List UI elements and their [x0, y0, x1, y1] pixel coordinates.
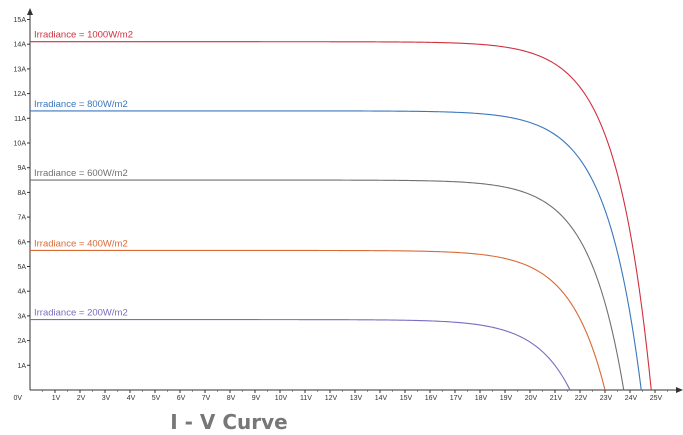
series-line	[30, 110, 642, 391]
series-label: Irradiance = 600W/m2	[34, 168, 128, 179]
x-tick-label: 18V	[475, 395, 488, 402]
x-tick-label: 7V	[202, 395, 211, 402]
x-tick-label: 4V	[127, 395, 136, 402]
series-line	[29, 249, 606, 391]
x-tick-label: 19V	[500, 395, 513, 402]
x-tick-label: 3V	[102, 395, 111, 402]
x-tick-label: 10V	[275, 395, 288, 402]
x-tick-label: 22V	[575, 395, 588, 402]
y-tick-label: 4A	[17, 289, 26, 296]
x-tick-label: 20V	[525, 395, 538, 402]
x-ticks: 0V 1V 2V 3V 4V 5V 6V 7V 8V 9V 10V 11V 12V 13V 14V 15V 16…	[13, 390, 668, 402]
y-tick-label: 10A	[14, 141, 27, 148]
x-tick-label: 1V	[52, 395, 61, 402]
x-tick-label: 25V	[650, 395, 663, 402]
x-tick-label: 16V	[425, 395, 438, 402]
x-tick-label: 5V	[152, 395, 161, 402]
y-tick-label: 15A	[14, 17, 27, 24]
series-line	[30, 319, 571, 391]
y-tick-label: 8A	[17, 190, 26, 197]
x-tick-label: 13V	[350, 395, 363, 402]
x-tick-label: 6V	[177, 395, 186, 402]
series-label: Irradiance = 200W/m2	[34, 308, 128, 319]
chart-title: I - V Curve	[170, 410, 288, 434]
series-label: Irradiance = 400W/m2	[34, 238, 128, 249]
series-line	[30, 41, 652, 391]
series-label: Irradiance = 800W/m2	[34, 99, 128, 110]
x-tick-label: 15V	[400, 395, 413, 402]
x-tick-label: 24V	[625, 395, 638, 402]
series-lines	[29, 41, 652, 391]
y-ticks: 1A 2A 3A 4A 5A 6A 7A 8A 9A 10A 11A 12A 13A 14A 15A	[14, 17, 30, 370]
series-label: Irradiance = 1000W/m2	[34, 30, 133, 41]
x-tick-label: 8V	[227, 395, 236, 402]
x-tick-label: 0V	[13, 395, 22, 402]
y-tick-label: 11A	[14, 116, 26, 123]
x-tick-label: 17V	[450, 395, 463, 402]
y-tick-label: 3A	[17, 313, 26, 320]
x-axis	[30, 387, 683, 393]
x-tick-label: 14V	[375, 395, 388, 402]
x-tick-label: 9V	[252, 395, 261, 402]
x-tick-label: 21V	[550, 395, 563, 402]
y-tick-label: 14A	[14, 42, 27, 49]
y-tick-label: 2A	[17, 338, 26, 345]
series-labels: Irradiance = 1000W/m2 Irradiance = 800W/m…	[34, 30, 133, 319]
y-tick-label: 1A	[17, 363, 26, 370]
x-tick-label: 23V	[600, 395, 613, 402]
x-tick-label: 12V	[325, 395, 338, 402]
y-tick-label: 6A	[17, 239, 26, 246]
series-line	[30, 179, 625, 391]
y-tick-label: 9A	[17, 165, 26, 172]
y-tick-label: 7A	[17, 215, 26, 222]
y-tick-label: 12A	[14, 91, 27, 98]
y-tick-label: 13A	[14, 66, 27, 73]
x-axis-arrow	[676, 387, 683, 393]
y-axis	[27, 8, 33, 390]
x-tick-label: 2V	[77, 395, 86, 402]
y-axis-arrow	[27, 8, 33, 15]
y-tick-label: 5A	[17, 264, 26, 271]
x-tick-label: 11V	[300, 395, 312, 402]
